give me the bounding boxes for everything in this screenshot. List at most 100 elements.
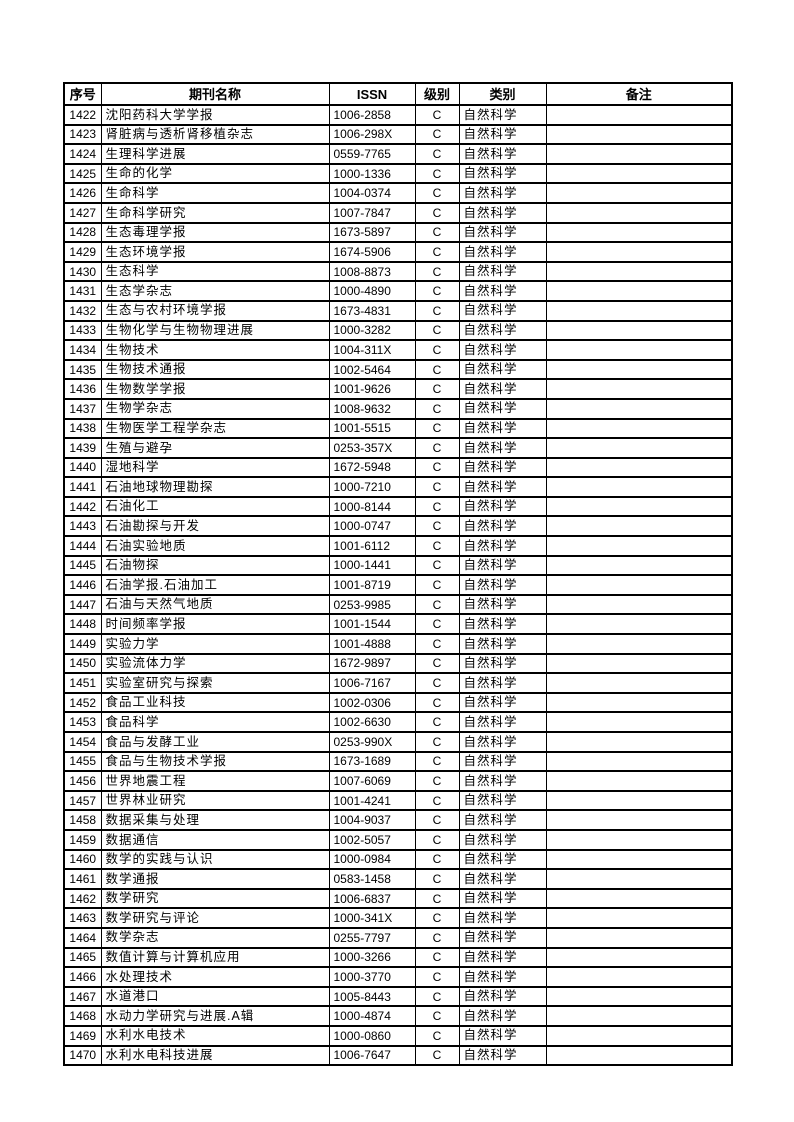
note-cell <box>545 848 733 871</box>
note-cell <box>545 358 733 381</box>
category-cell: 自然科学 <box>458 515 547 538</box>
journal-name-cell: 数学研究 <box>100 887 330 910</box>
journal-name-cell: 肾脏病与透析肾移植杂志 <box>100 123 330 146</box>
level-cell: C <box>414 554 460 577</box>
level-cell: C <box>414 887 460 910</box>
header-row: 序号 期刊名称 ISSN 级别 类别 备注 <box>63 82 733 106</box>
journal-name-cell: 生物技术 <box>100 339 330 361</box>
header-journal-name: 期刊名称 <box>100 82 330 106</box>
journal-name-cell: 生态科学 <box>100 260 330 283</box>
journal-name-cell: 水利水电技术 <box>100 1024 330 1047</box>
category-cell: 自然科学 <box>458 887 547 910</box>
table-row: 1426 生命科学 1004-0374 C 自然科学 <box>63 182 733 204</box>
category-cell: 自然科学 <box>458 437 547 459</box>
category-cell: 自然科学 <box>458 574 547 596</box>
serial-number-cell: 1469 <box>63 1024 102 1047</box>
issn-cell: 1007-7847 <box>328 201 416 224</box>
journal-name-cell: 水动力学研究与进展.A辑 <box>100 1005 330 1027</box>
category-cell: 自然科学 <box>458 241 547 263</box>
note-cell <box>545 554 733 577</box>
issn-cell: 1006-298X <box>328 123 416 146</box>
table-row: 1440 湿地科学 1672-5948 C 自然科学 <box>63 456 733 479</box>
note-cell <box>545 299 733 322</box>
journal-name-cell: 数学的实践与认识 <box>100 848 330 871</box>
issn-cell: 1000-0984 <box>328 848 416 871</box>
journal-name-cell: 世界林业研究 <box>100 789 330 812</box>
table-row: 1453 食品科学 1002-6630 C 自然科学 <box>63 711 733 733</box>
serial-number-cell: 1458 <box>63 809 102 831</box>
serial-number-cell: 1468 <box>63 1005 102 1027</box>
serial-number-cell: 1424 <box>63 143 102 165</box>
issn-cell: 1000-3266 <box>328 946 416 969</box>
note-cell <box>545 652 733 675</box>
issn-cell: 1006-2858 <box>328 104 416 126</box>
category-cell: 自然科学 <box>458 848 547 871</box>
level-cell: C <box>414 456 460 479</box>
issn-cell: 1673-1689 <box>328 750 416 773</box>
note-cell <box>545 437 733 459</box>
serial-number-cell: 1434 <box>63 339 102 361</box>
issn-cell: 1000-8144 <box>328 495 416 518</box>
note-cell <box>545 593 733 616</box>
note-cell <box>545 946 733 969</box>
note-cell <box>545 535 733 557</box>
journal-name-cell: 食品科学 <box>100 711 330 733</box>
issn-cell: 1001-8719 <box>328 574 416 596</box>
journal-name-cell: 数学杂志 <box>100 926 330 949</box>
serial-number-cell: 1453 <box>63 711 102 733</box>
table-row: 1464 数学杂志 0255-7797 C 自然科学 <box>63 926 733 949</box>
issn-cell: 1000-4874 <box>328 1005 416 1027</box>
issn-cell: 1001-6112 <box>328 535 416 557</box>
issn-cell: 1000-0860 <box>328 1024 416 1047</box>
category-cell: 自然科学 <box>458 319 547 342</box>
table-row: 1445 石油物探 1000-1441 C 自然科学 <box>63 554 733 577</box>
issn-cell: 0253-9985 <box>328 593 416 616</box>
note-cell <box>545 241 733 263</box>
level-cell: C <box>414 711 460 733</box>
serial-number-cell: 1452 <box>63 691 102 714</box>
journal-name-cell: 沈阳药科大学学报 <box>100 104 330 126</box>
serial-number-cell: 1467 <box>63 985 102 1008</box>
issn-cell: 0253-357X <box>328 437 416 459</box>
journal-name-cell: 生理科学进展 <box>100 143 330 165</box>
note-cell <box>545 182 733 204</box>
serial-number-cell: 1427 <box>63 201 102 224</box>
category-cell: 自然科学 <box>458 476 547 498</box>
table-row: 1433 生物化学与生物物理进展 1000-3282 C 自然科学 <box>63 319 733 342</box>
table-row: 1431 生态学杂志 1000-4890 C 自然科学 <box>63 280 733 302</box>
note-cell <box>545 515 733 538</box>
category-cell: 自然科学 <box>458 985 547 1008</box>
level-cell: C <box>414 574 460 596</box>
issn-cell: 1000-3770 <box>328 966 416 988</box>
journal-name-cell: 水利水电科技进展 <box>100 1044 330 1067</box>
note-cell <box>545 633 733 655</box>
level-cell: C <box>414 280 460 302</box>
category-cell: 自然科学 <box>458 221 547 244</box>
note-cell <box>545 495 733 518</box>
note-cell <box>545 260 733 283</box>
journal-name-cell: 生态与农村环境学报 <box>100 299 330 322</box>
category-cell: 自然科学 <box>458 926 547 949</box>
note-cell <box>545 926 733 949</box>
journal-name-cell: 石油地球物理勘探 <box>100 476 330 498</box>
note-cell <box>545 985 733 1008</box>
level-cell: C <box>414 672 460 694</box>
serial-number-cell: 1433 <box>63 319 102 342</box>
serial-number-cell: 1437 <box>63 397 102 420</box>
note-cell <box>545 966 733 988</box>
journal-name-cell: 生物化学与生物物理进展 <box>100 319 330 342</box>
category-cell: 自然科学 <box>458 123 547 146</box>
issn-cell: 0255-7797 <box>328 926 416 949</box>
note-cell <box>545 123 733 146</box>
category-cell: 自然科学 <box>458 260 547 283</box>
table-row: 1437 生物学杂志 1008-9632 C 自然科学 <box>63 397 733 420</box>
category-cell: 自然科学 <box>458 378 547 400</box>
serial-number-cell: 1432 <box>63 299 102 322</box>
issn-cell: 1002-6630 <box>328 711 416 733</box>
note-cell <box>545 887 733 910</box>
note-cell <box>545 750 733 773</box>
note-cell <box>545 339 733 361</box>
journal-table-header: 序号 期刊名称 ISSN 级别 类别 备注 <box>63 82 733 106</box>
level-cell: C <box>414 828 460 851</box>
